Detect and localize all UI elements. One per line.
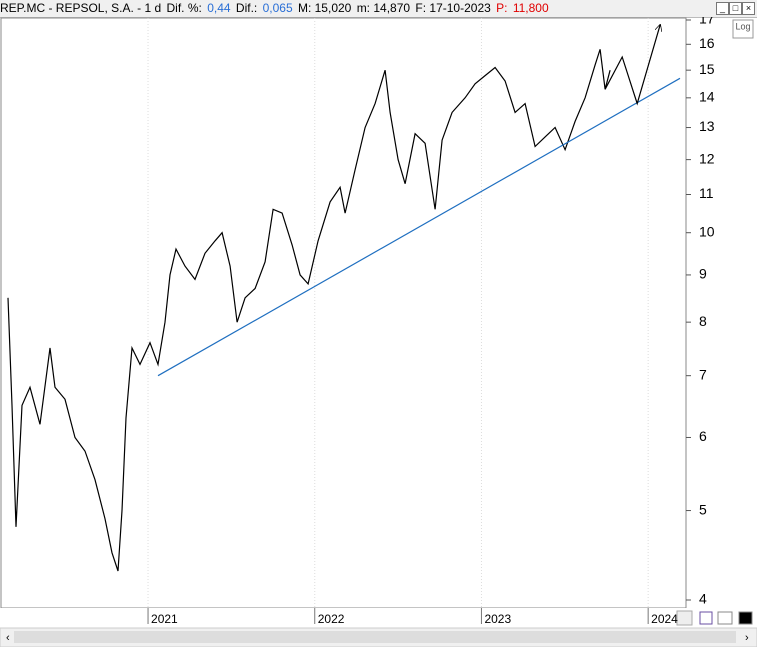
y-tick-label: 9	[699, 266, 707, 282]
y-tick-label: 4	[699, 591, 707, 607]
price-line	[604, 25, 660, 106]
color-icon[interactable]	[738, 611, 753, 625]
y-tick-label: 5	[699, 501, 707, 517]
x-tick-label: 2022	[318, 612, 345, 626]
save-icon[interactable]	[699, 611, 713, 625]
y-tick-label: 11	[699, 185, 714, 201]
y-tick-label: 10	[699, 223, 715, 239]
symbol: REP.MC - REPSOL, S.A. - 1 d	[0, 1, 162, 15]
date: F: 17-10-2023	[415, 1, 491, 15]
max: M: 15,020	[297, 1, 352, 15]
y-tick-label: 17	[699, 17, 715, 27]
value: 11,800	[512, 1, 549, 15]
log-button[interactable]	[732, 19, 754, 39]
scroll-left[interactable]: ‹	[6, 632, 10, 644]
x-tick-label: 2023	[484, 612, 511, 626]
x-tick-label: 2021	[151, 612, 178, 626]
header-bar: REP.MC - REPSOL, S.A. - 1 d Dif. %: 0,44…	[0, 0, 757, 18]
label: Dif.:	[235, 1, 258, 15]
scroll-right[interactable]: ›	[745, 632, 749, 644]
min: m: 14,870	[356, 1, 411, 15]
label: Dif. %:	[166, 1, 202, 15]
minimize-button[interactable]: _	[716, 2, 729, 15]
price-line	[7, 49, 611, 572]
y-tick-label: 16	[699, 35, 715, 51]
maximize-button[interactable]: □	[729, 2, 742, 15]
price-line	[157, 77, 681, 377]
chart: 4 5 6 7 8 9 10 11 12 13 14 15 16 17 Log ‹ › 2021 2022 2…	[0, 17, 757, 647]
y-tick-label: 6	[699, 428, 707, 444]
y-tick-label: 14	[699, 89, 715, 105]
y-tick-label: 7	[699, 366, 707, 382]
y-tick-label: 8	[699, 313, 707, 329]
x-axis-area	[0, 608, 757, 628]
value: 0,065	[262, 1, 293, 15]
y-tick-label: 12	[699, 150, 715, 166]
plot-frame	[0, 17, 687, 609]
log-label[interactable]: Log	[735, 21, 750, 31]
value: 0,44	[207, 1, 231, 15]
pin-icon[interactable]	[717, 611, 733, 625]
y-tick-label: 15	[699, 61, 715, 77]
x-tick-label: 2024	[651, 612, 678, 626]
y-tick-label: 13	[699, 118, 715, 134]
label: P:	[496, 1, 508, 15]
tool-icon[interactable]	[676, 610, 693, 626]
scroll-thumb[interactable]	[14, 631, 736, 643]
close-button[interactable]: ×	[742, 2, 755, 15]
